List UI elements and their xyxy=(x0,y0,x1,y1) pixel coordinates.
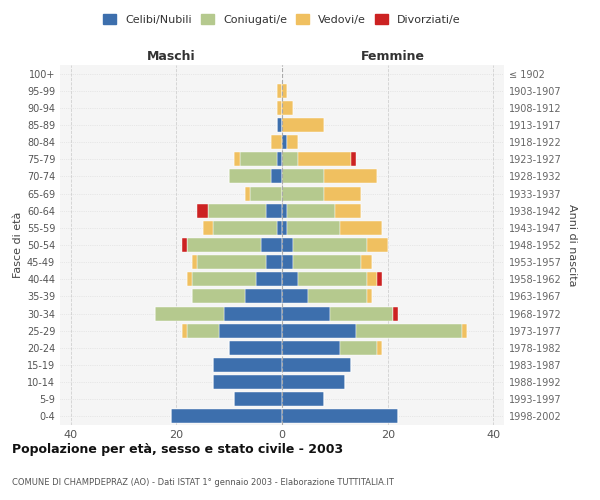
Bar xyxy=(282,170,324,183)
Bar xyxy=(240,152,277,166)
Bar xyxy=(235,392,282,406)
Bar xyxy=(213,358,282,372)
Bar xyxy=(261,238,282,252)
Bar xyxy=(282,290,308,304)
Bar xyxy=(245,290,282,304)
Bar xyxy=(250,186,282,200)
Bar xyxy=(256,272,282,286)
Bar xyxy=(282,118,324,132)
Bar xyxy=(187,238,261,252)
Bar xyxy=(218,324,282,338)
Bar xyxy=(462,324,467,338)
Bar xyxy=(282,306,329,320)
Bar xyxy=(182,238,187,252)
Bar xyxy=(245,186,250,200)
Bar xyxy=(361,255,372,269)
Bar xyxy=(298,272,367,286)
Bar xyxy=(277,118,282,132)
Bar xyxy=(282,255,293,269)
Bar xyxy=(282,358,351,372)
Bar xyxy=(282,204,287,218)
Bar xyxy=(287,221,340,235)
Bar xyxy=(329,306,393,320)
Bar xyxy=(298,152,351,166)
Bar xyxy=(393,306,398,320)
Bar xyxy=(282,238,293,252)
Bar xyxy=(277,84,282,98)
Bar xyxy=(282,272,298,286)
Bar xyxy=(282,392,324,406)
Bar xyxy=(192,272,256,286)
Bar xyxy=(287,204,335,218)
Bar xyxy=(282,152,298,166)
Bar xyxy=(377,341,382,355)
Text: COMUNE DI CHAMPDEPRAZ (AO) - Dati ISTAT 1° gennaio 2003 - Elaborazione TUTTITALI: COMUNE DI CHAMPDEPRAZ (AO) - Dati ISTAT … xyxy=(12,478,394,487)
Bar xyxy=(282,324,356,338)
Text: Maschi: Maschi xyxy=(146,50,196,63)
Bar xyxy=(293,238,367,252)
Bar xyxy=(351,152,356,166)
Bar xyxy=(340,341,377,355)
Bar xyxy=(377,272,382,286)
Bar xyxy=(367,238,388,252)
Y-axis label: Fasce di età: Fasce di età xyxy=(13,212,23,278)
Bar xyxy=(340,221,382,235)
Bar xyxy=(356,324,462,338)
Bar xyxy=(324,186,361,200)
Bar xyxy=(235,152,240,166)
Y-axis label: Anni di nascita: Anni di nascita xyxy=(567,204,577,286)
Bar xyxy=(229,341,282,355)
Bar xyxy=(277,221,282,235)
Bar xyxy=(192,255,197,269)
Bar xyxy=(282,341,340,355)
Bar xyxy=(155,306,224,320)
Bar xyxy=(182,324,187,338)
Bar xyxy=(197,204,208,218)
Bar xyxy=(224,306,282,320)
Bar xyxy=(229,170,271,183)
Bar xyxy=(187,324,218,338)
Legend: Celibi/Nubili, Coniugati/e, Vedovi/e, Divorziati/e: Celibi/Nubili, Coniugati/e, Vedovi/e, Di… xyxy=(99,10,465,29)
Bar xyxy=(187,272,192,286)
Bar xyxy=(208,204,266,218)
Bar xyxy=(266,255,282,269)
Bar xyxy=(293,255,361,269)
Bar xyxy=(277,152,282,166)
Bar xyxy=(197,255,266,269)
Bar xyxy=(287,135,298,149)
Bar xyxy=(203,221,213,235)
Bar xyxy=(367,290,372,304)
Bar xyxy=(367,272,377,286)
Bar xyxy=(282,186,324,200)
Bar xyxy=(282,135,287,149)
Text: Femmine: Femmine xyxy=(361,50,425,63)
Bar xyxy=(282,84,287,98)
Bar xyxy=(266,204,282,218)
Bar xyxy=(282,221,287,235)
Bar xyxy=(271,135,282,149)
Text: Popolazione per età, sesso e stato civile - 2003: Popolazione per età, sesso e stato civil… xyxy=(12,442,343,456)
Bar xyxy=(271,170,282,183)
Bar xyxy=(282,375,346,389)
Bar xyxy=(324,170,377,183)
Bar xyxy=(282,101,293,115)
Bar xyxy=(192,290,245,304)
Bar xyxy=(171,410,282,424)
Bar xyxy=(277,101,282,115)
Bar xyxy=(335,204,361,218)
Bar xyxy=(213,221,277,235)
Bar xyxy=(213,375,282,389)
Bar xyxy=(282,410,398,424)
Bar xyxy=(308,290,367,304)
